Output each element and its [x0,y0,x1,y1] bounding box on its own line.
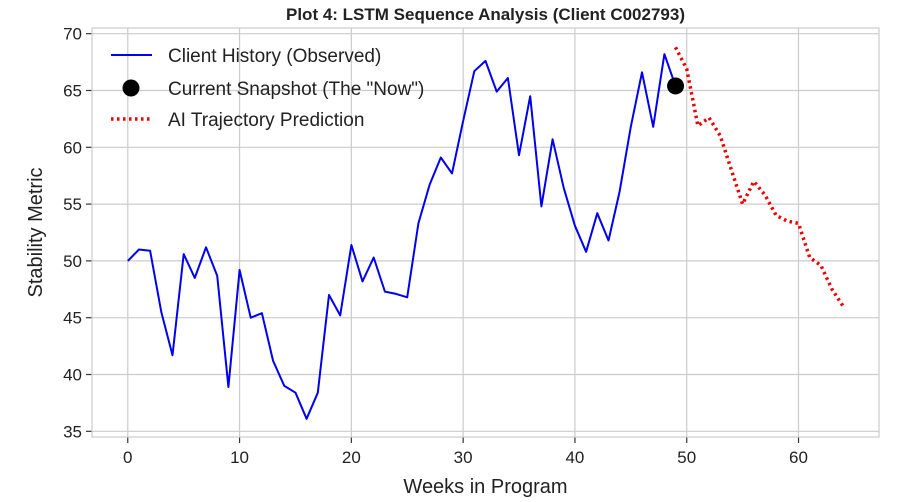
x-tick-label: 30 [454,448,473,467]
plot-frame [91,27,880,438]
x-tick-label: 20 [342,448,361,467]
y-tick-label: 40 [63,366,82,385]
x-tick-label: 60 [789,448,808,467]
snapshot-point [667,77,685,95]
x-tick-label: 0 [123,448,132,467]
series-layer [127,46,845,420]
legend-label-observed: Client History (Observed) [168,46,381,67]
y-tick-label: 70 [63,25,82,44]
y-tick-label: 60 [63,138,82,157]
y-tick-label: 55 [63,195,82,214]
prediction-line [673,46,845,308]
x-tick-label: 10 [230,448,249,467]
y-tick-label: 35 [63,422,82,441]
grid [86,28,879,443]
observed-history-line [127,53,677,420]
y-axis-label: Stability Metric [25,167,47,297]
chart-title: Plot 4: LSTM Sequence Analysis (Client C… [286,5,685,24]
y-tick-label: 50 [63,252,82,271]
legend-label-snapshot: Current Snapshot (The "Now") [168,79,424,100]
x-axis-label: Weeks in Program [403,476,567,498]
legend-swatch-snapshot [122,79,140,97]
x-tick-label: 40 [565,448,584,467]
y-tick-label: 65 [63,81,82,100]
legend: Client History (Observed) Current Snapsh… [111,46,424,131]
legend-label-prediction: AI Trajectory Prediction [168,110,364,131]
x-tick-label: 50 [677,448,696,467]
y-tick-label: 45 [63,309,82,328]
tick-labels: 0 10 20 30 40 50 60 35 40 45 50 55 60 65 70 [63,25,808,467]
